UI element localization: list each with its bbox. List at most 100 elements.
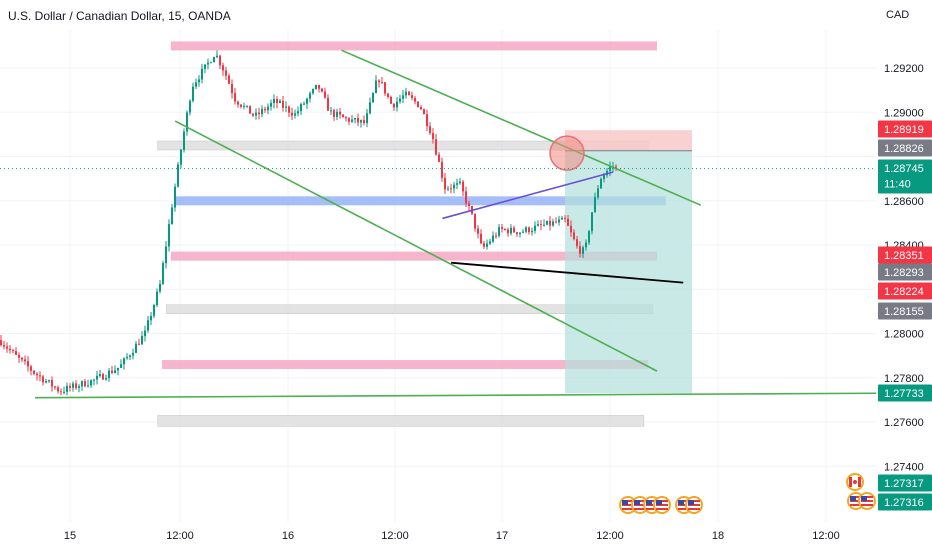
candle-body xyxy=(162,263,164,284)
candle-body xyxy=(120,364,122,368)
candle-body xyxy=(417,101,419,108)
candle-body xyxy=(579,246,581,254)
candle-body xyxy=(228,75,230,84)
candle-body xyxy=(81,381,83,387)
candle-body xyxy=(78,386,80,388)
stop-loss-zone[interactable] xyxy=(565,130,693,151)
candle-body xyxy=(12,350,14,352)
candle-body xyxy=(546,220,548,225)
candle-body xyxy=(183,131,185,150)
highlight-circle[interactable] xyxy=(549,135,585,171)
candle-body xyxy=(288,106,290,113)
neckline[interactable] xyxy=(451,261,684,284)
time-axis[interactable]: 15 12:00 16 12:00 17 12:00 18 12:00 xyxy=(64,530,840,542)
candle-body xyxy=(462,181,464,192)
candle-body xyxy=(192,86,194,101)
candle-body xyxy=(615,166,617,168)
candle-body xyxy=(282,100,284,108)
channel-line-3[interactable] xyxy=(35,392,877,399)
candle-body xyxy=(129,355,131,357)
time-tick-label: 12:00 xyxy=(812,530,840,542)
candle-body xyxy=(474,213,476,229)
candle-body xyxy=(369,102,371,114)
candle-body xyxy=(18,354,20,358)
us-flag-icon[interactable] xyxy=(858,492,876,510)
price-label-text: 1.27317 xyxy=(884,478,924,490)
channel-line-2[interactable] xyxy=(174,120,658,372)
trend-lines[interactable] xyxy=(0,49,877,399)
price-label-bg xyxy=(878,302,932,320)
candle-body xyxy=(213,57,215,63)
time-tick-label: 15 xyxy=(64,530,76,542)
support-resistance-zones xyxy=(157,41,666,427)
candle-body xyxy=(48,380,50,382)
candle-body xyxy=(447,188,449,190)
price-label-text: 1.28826 xyxy=(884,143,924,155)
candle-body xyxy=(519,232,521,235)
price-axis[interactable]: 1.292001.290001.286001.284001.280001.278… xyxy=(884,63,924,473)
candle-body xyxy=(507,229,509,234)
candle-body xyxy=(501,227,503,229)
time-tick-label: 17 xyxy=(496,530,508,542)
candle-body xyxy=(285,106,287,108)
candle-body xyxy=(489,241,491,244)
candle-body xyxy=(102,374,104,380)
candle-body xyxy=(435,139,437,155)
candle-body xyxy=(210,62,212,64)
price-labels: 1.28919 1.28826 1.28745 11:40 1.28351 1.28293… xyxy=(878,120,932,511)
candle-body xyxy=(558,219,560,223)
chart-title: U.S. Dollar / Canadian Dollar, 15, OANDA xyxy=(8,9,231,23)
candle-body xyxy=(9,348,11,351)
candle-body xyxy=(354,117,356,120)
wedge-trend-line[interactable] xyxy=(442,171,614,220)
price-label-bg xyxy=(878,263,932,281)
candle-body xyxy=(330,110,332,112)
candle-body xyxy=(528,227,530,233)
candle-body xyxy=(294,113,296,116)
candle-body xyxy=(93,379,95,381)
candle-body xyxy=(270,103,272,107)
candle-body xyxy=(159,283,161,292)
price-label-bg xyxy=(878,282,932,300)
price-label-bg xyxy=(878,159,932,194)
candle-body xyxy=(111,370,113,373)
time-tick-label: 16 xyxy=(282,530,294,542)
candle-body xyxy=(96,375,98,380)
candle-body xyxy=(441,161,443,178)
candle-body xyxy=(399,98,401,102)
candle-body xyxy=(267,106,269,111)
candle-body xyxy=(327,97,329,111)
us-flag-icon[interactable] xyxy=(653,496,671,514)
take-profit-zone[interactable] xyxy=(565,150,693,394)
short-position-tool[interactable] xyxy=(565,130,693,394)
economic-event-icons[interactable] xyxy=(619,473,876,514)
chart-grid xyxy=(0,30,876,522)
candle-body xyxy=(420,107,422,110)
price-label-text: 1.28155 xyxy=(884,306,924,318)
canada-flag-icon[interactable] xyxy=(846,473,864,491)
candle-body xyxy=(90,380,92,386)
candle-body xyxy=(591,212,593,232)
us-flag-icon[interactable] xyxy=(685,496,703,514)
candle-body xyxy=(582,247,584,254)
candle-body xyxy=(201,68,203,80)
channel-line-1[interactable] xyxy=(341,49,702,206)
price-tick-label: 1.29000 xyxy=(884,107,924,119)
candle-body xyxy=(165,246,167,264)
candlestick-series xyxy=(0,50,617,396)
candle-body xyxy=(180,149,182,165)
price-tick-label: 1.28600 xyxy=(884,196,924,208)
candle-body xyxy=(177,164,179,187)
candle-body xyxy=(300,104,302,112)
candle-body xyxy=(363,120,365,124)
candle-body xyxy=(0,340,2,346)
candle-body xyxy=(336,111,338,117)
candle-body xyxy=(36,373,38,376)
candle-body xyxy=(426,114,428,127)
time-tick-label: 12:00 xyxy=(596,530,624,542)
candle-body xyxy=(315,84,317,90)
candle-body xyxy=(543,224,545,226)
candle-body xyxy=(108,370,110,378)
candle-body xyxy=(453,184,455,189)
